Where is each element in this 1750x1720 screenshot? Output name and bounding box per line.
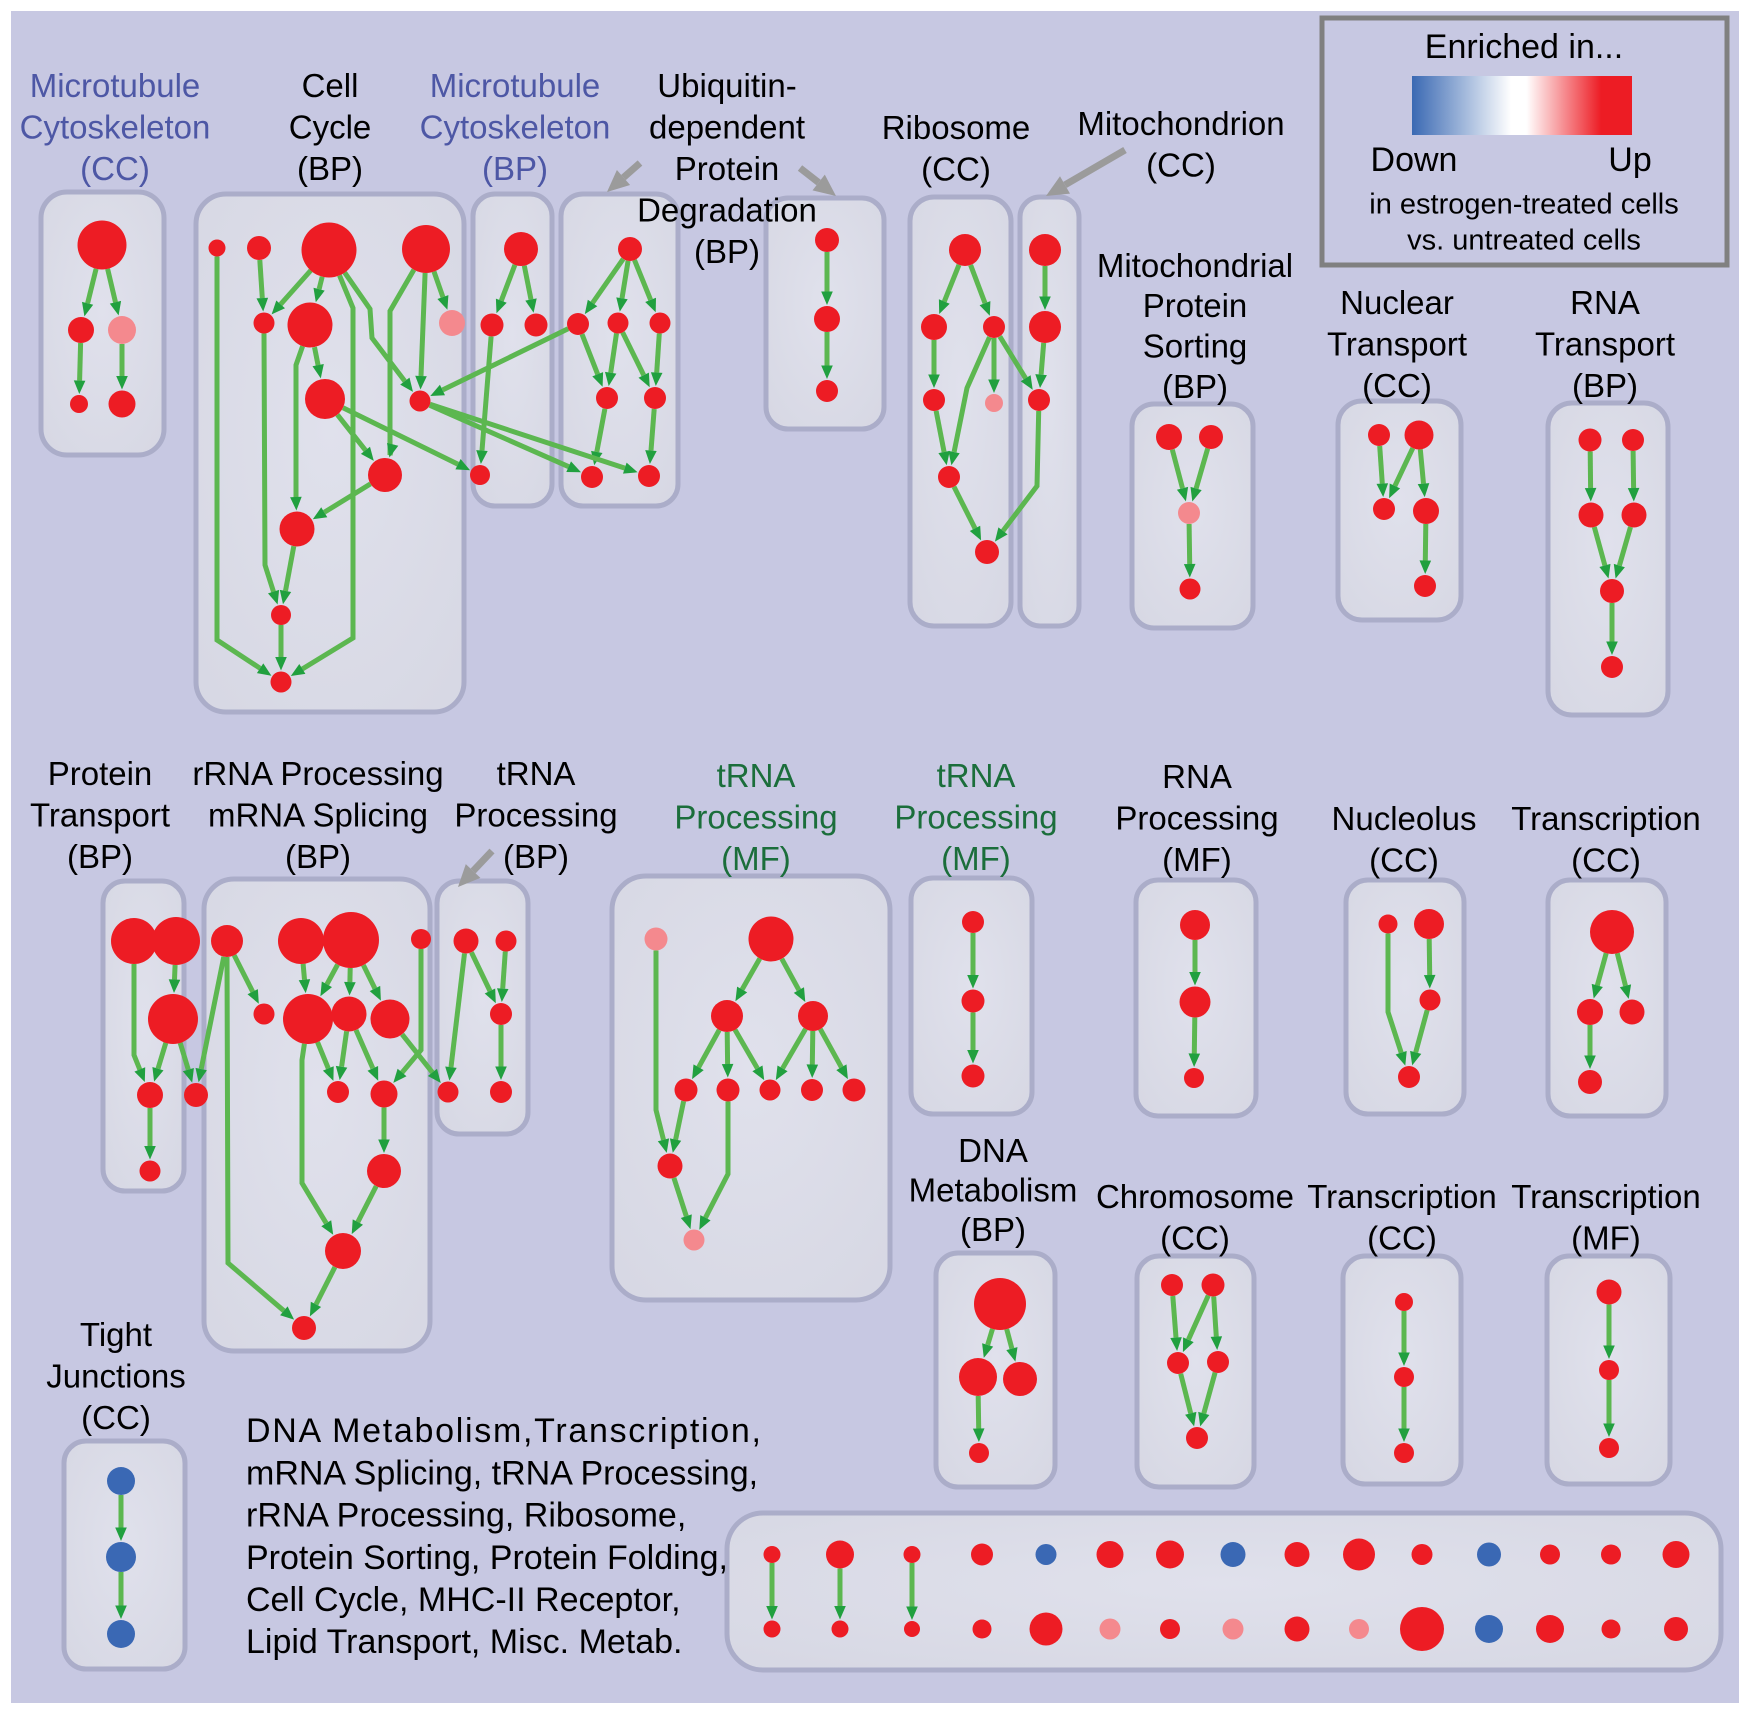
svg-text:Processing: Processing (674, 798, 837, 835)
svg-text:Processing: Processing (1115, 799, 1278, 836)
svg-text:Transcription: Transcription (1511, 1178, 1701, 1215)
svg-text:(MF): (MF) (1162, 841, 1232, 878)
svg-text:DNA: DNA (958, 1132, 1028, 1169)
svg-text:Up: Up (1608, 141, 1651, 179)
svg-text:Transport: Transport (1535, 325, 1675, 362)
svg-text:(BP): (BP) (1572, 367, 1638, 404)
svg-text:dependent: dependent (649, 108, 805, 145)
svg-text:(BP): (BP) (482, 150, 548, 187)
svg-text:Processing: Processing (454, 796, 617, 833)
svg-text:Protein: Protein (48, 755, 153, 792)
svg-text:(CC): (CC) (1160, 1219, 1230, 1256)
svg-text:tRNA: tRNA (937, 757, 1016, 794)
svg-text:Enriched in...: Enriched in... (1425, 28, 1623, 66)
svg-text:in estrogen-treated cells: in estrogen-treated cells (1369, 188, 1679, 220)
svg-text:Ribosome: Ribosome (882, 109, 1031, 146)
svg-text:(CC): (CC) (1571, 841, 1641, 878)
svg-text:Mitochondrial: Mitochondrial (1097, 247, 1293, 284)
svg-text:(BP): (BP) (503, 838, 569, 875)
svg-text:Ubiquitin-: Ubiquitin- (657, 67, 796, 104)
svg-text:Degradation: Degradation (637, 191, 817, 228)
svg-text:mRNA Splicing, tRNA Processing: mRNA Splicing, tRNA Processing, (246, 1454, 758, 1492)
svg-text:(BP): (BP) (67, 838, 133, 875)
svg-text:Transcription: Transcription (1307, 1178, 1497, 1215)
svg-text:RNA: RNA (1162, 758, 1232, 795)
svg-text:(CC): (CC) (921, 150, 991, 187)
svg-text:Microtubule: Microtubule (30, 67, 201, 104)
svg-text:(MF): (MF) (1571, 1219, 1641, 1256)
svg-text:(BP): (BP) (694, 233, 760, 270)
svg-text:(BP): (BP) (285, 838, 351, 875)
svg-text:RNA: RNA (1570, 284, 1640, 321)
svg-text:Processing: Processing (894, 798, 1057, 835)
svg-text:Protein Sorting, Protein Foldi: Protein Sorting, Protein Folding, (246, 1539, 728, 1577)
svg-text:Sorting: Sorting (1143, 328, 1248, 365)
svg-text:vs. untreated cells: vs. untreated cells (1407, 224, 1641, 256)
svg-text:Nuclear: Nuclear (1340, 284, 1454, 321)
svg-text:rRNA Processing, Ribosome,: rRNA Processing, Ribosome, (246, 1497, 686, 1535)
svg-text:(MF): (MF) (941, 840, 1011, 877)
svg-text:Cell: Cell (302, 67, 359, 104)
svg-text:Cycle: Cycle (289, 108, 372, 145)
svg-text:Chromosome: Chromosome (1096, 1178, 1294, 1215)
svg-text:(CC): (CC) (81, 1399, 151, 1436)
svg-text:(BP): (BP) (297, 150, 363, 187)
svg-text:Microtubule: Microtubule (430, 67, 601, 104)
svg-text:(CC): (CC) (1362, 367, 1432, 404)
svg-text:(CC): (CC) (1146, 146, 1216, 183)
svg-text:Lipid Transport, Misc. Metab.: Lipid Transport, Misc. Metab. (246, 1623, 683, 1661)
svg-text:Transport: Transport (1327, 325, 1467, 362)
svg-text:mRNA Splicing: mRNA Splicing (208, 796, 428, 833)
svg-text:(CC): (CC) (80, 150, 150, 187)
svg-text:Metabolism: Metabolism (909, 1171, 1078, 1208)
svg-text:(BP): (BP) (960, 1211, 1026, 1248)
svg-text:Mitochondrion: Mitochondrion (1077, 105, 1284, 142)
svg-text:rRNA Processing: rRNA Processing (192, 755, 443, 792)
svg-text:Transport: Transport (30, 796, 170, 833)
svg-text:Down: Down (1371, 141, 1458, 179)
svg-text:(BP): (BP) (1162, 368, 1228, 405)
svg-text:Protein: Protein (1143, 287, 1248, 324)
svg-text:Nucleolus: Nucleolus (1332, 800, 1477, 837)
svg-text:(CC): (CC) (1369, 841, 1439, 878)
svg-text:DNA Metabolism,Transcription,: DNA Metabolism,Transcription, (246, 1412, 763, 1450)
svg-text:tRNA: tRNA (717, 757, 796, 794)
svg-text:Protein: Protein (675, 150, 780, 187)
svg-text:(CC): (CC) (1367, 1219, 1437, 1256)
svg-text:Cell Cycle, MHC-II Receptor,: Cell Cycle, MHC-II Receptor, (246, 1581, 681, 1619)
svg-text:Tight: Tight (80, 1316, 152, 1353)
svg-text:Transcription: Transcription (1511, 800, 1701, 837)
svg-text:Junctions: Junctions (46, 1357, 185, 1394)
svg-text:tRNA: tRNA (497, 755, 576, 792)
svg-text:Cytoskeleton: Cytoskeleton (420, 108, 611, 145)
svg-text:(MF): (MF) (721, 840, 791, 877)
svg-text:Cytoskeleton: Cytoskeleton (20, 108, 211, 145)
